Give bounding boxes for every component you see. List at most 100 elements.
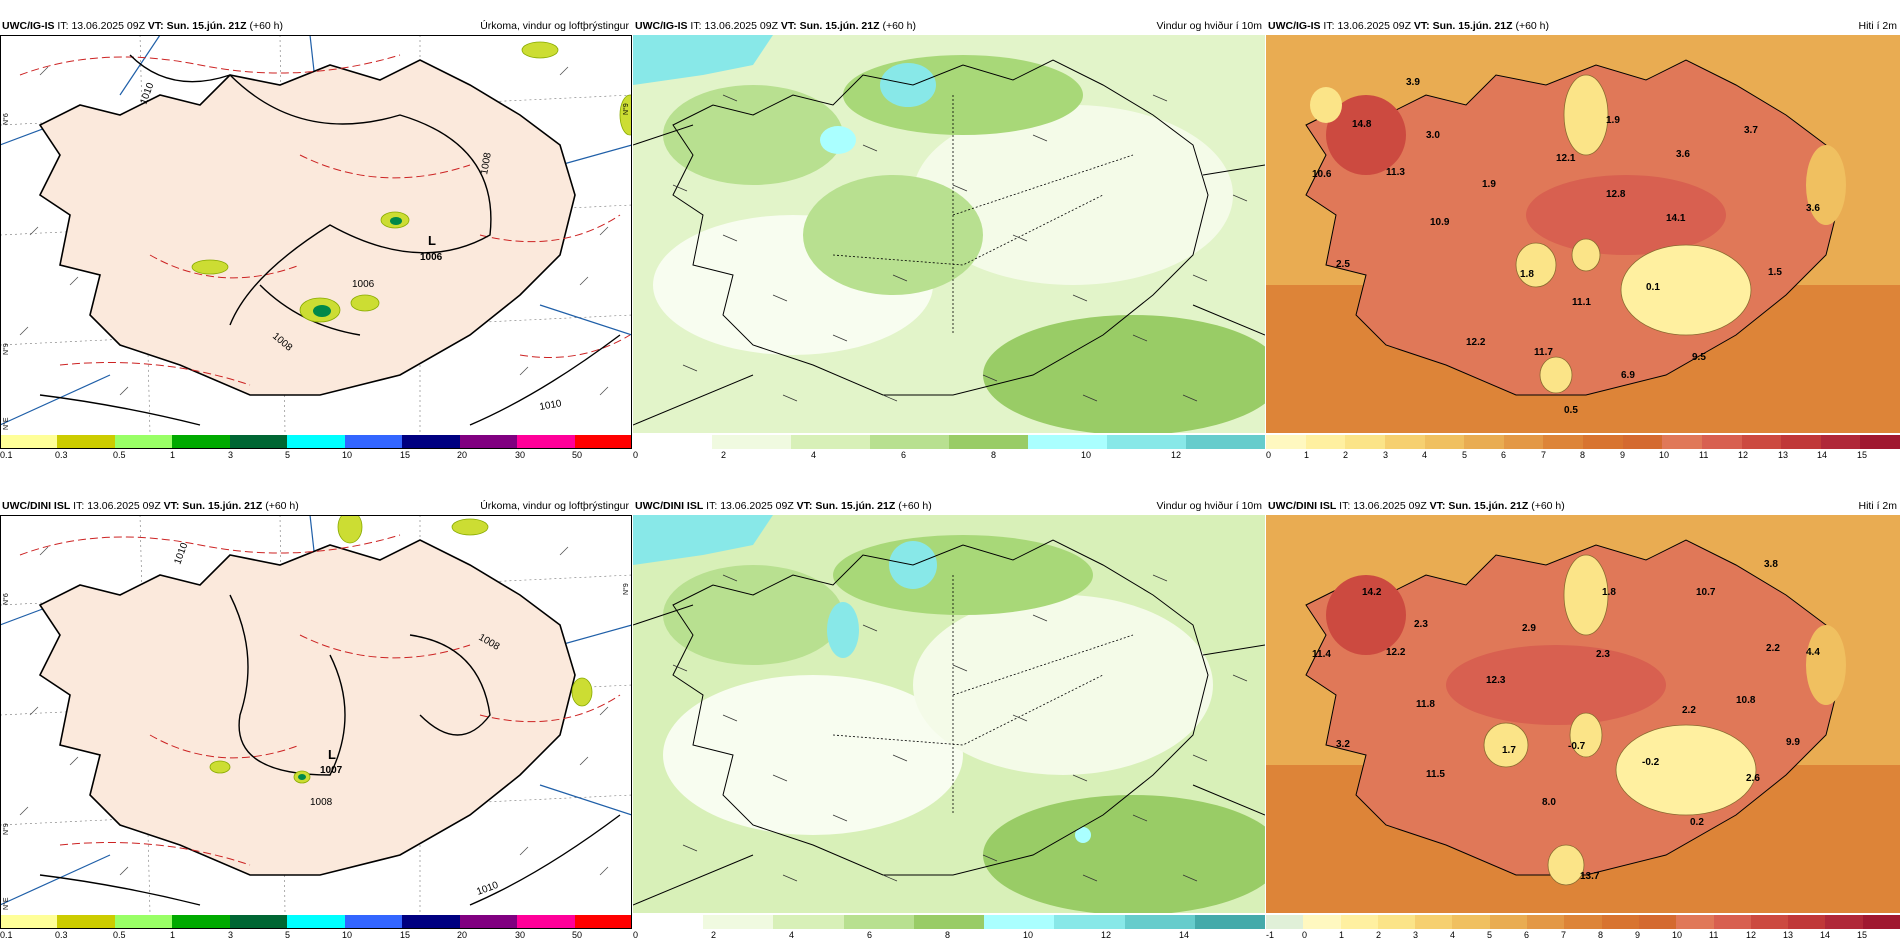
it-label: IT: [706,500,718,512]
colorbar-ticks: 0.1 0.3 0.5 1 3 5 10 15 20 30 50 [0,930,583,940]
svg-text:0.5: 0.5 [1564,405,1578,416]
svg-text:9.9: 9.9 [1786,737,1800,748]
wind-arrows [672,574,1248,882]
svg-text:3.6: 3.6 [1806,203,1820,214]
svg-text:14.8: 14.8 [1352,119,1372,130]
model-name: UWC/IG-IS [635,20,688,32]
svg-text:1.9: 1.9 [1606,115,1620,126]
svg-text:12.1: 12.1 [1556,153,1576,164]
svg-text:11.1: 11.1 [1572,297,1591,308]
svg-text:1.9: 1.9 [1482,179,1496,190]
lat-label: N°6 [2,113,10,125]
it-label: IT: [1323,20,1335,32]
valid-time: Sun. 15.jún. 21Z [799,20,880,32]
model-name: UWC/IG-IS [1268,20,1321,32]
svg-text:12.2: 12.2 [1466,337,1486,348]
vt-label: VT: [780,20,797,32]
svg-text:3.9: 3.9 [1406,77,1420,88]
svg-text:12.3: 12.3 [1486,675,1506,686]
vt-label: VT: [1413,20,1430,32]
svg-text:4.4: 4.4 [1806,647,1820,658]
vt-label: VT: [1429,500,1446,512]
panel-temp-igis: UWC/IG-IS IT: 13.06.2025 09Z VT: Sun. 15… [1266,18,1900,465]
svg-text:-0.7: -0.7 [1568,741,1586,752]
iceland-outline [38,539,576,876]
colorbar-ticks: 0 2 4 6 8 10 12 [633,450,1182,460]
lead-time: (+60 h) [249,20,284,32]
iceland-outline [672,539,1209,876]
svg-text:10.8: 10.8 [1736,695,1756,706]
init-time: 13.06.2025 09Z [1337,20,1411,32]
model-name: UWC/IG-IS [2,20,55,32]
precip-colorbar [0,435,632,449]
panel-header: UWC/IG-IS IT: 13.06.2025 09Z VT: Sun. 15… [0,18,632,35]
precip-map: L 1006 1010 1008 1006 1008 1010 N°6 N°9 … [0,35,632,433]
panel-title: Hiti í 2m [1858,500,1897,512]
colorbar-ticks: 0 1 2 3 4 5 6 7 8 9 10 11 12 13 14 15 [1266,450,1868,460]
temp-map: 3.9 14.8 3.0 10.6 11.3 1.9 12.1 1.9 3.6 … [1266,35,1900,433]
init-time: 13.06.2025 09Z [71,20,145,32]
svg-text:3.2: 3.2 [1336,739,1350,750]
svg-text:14.2: 14.2 [1362,587,1382,598]
precip-map: L 1007 1010 1008 1008 1010 N°6 N°9 N°9 N… [0,515,632,913]
it-label: IT: [690,20,702,32]
svg-text:2.5: 2.5 [1336,259,1350,270]
init-time: 13.06.2025 09Z [1353,500,1427,512]
low-letter: L [328,747,336,762]
valid-time: Sun. 15.jún. 21Z [1448,500,1529,512]
svg-text:1.8: 1.8 [1520,269,1534,280]
low-letter: L [428,233,436,248]
lat-label: N°9 [2,343,10,355]
lat-label: N°E [2,417,10,430]
svg-text:2.2: 2.2 [1766,643,1780,654]
iceland-outline [38,59,576,396]
isobar-label: 1008 [479,151,494,175]
svg-text:11.8: 11.8 [1416,699,1435,710]
temp-labels: 3.8 14.2 1.8 10.7 2.3 2.9 11.4 12.2 2.3 … [1312,559,1820,882]
panel-title: Úrkoma, vindur og loftþrýstingur [480,20,629,32]
svg-text:3.6: 3.6 [1676,149,1690,160]
panel-precip-dini: UWC/DINI ISL IT: 13.06.2025 09Z VT: Sun.… [0,498,632,945]
svg-text:2.3: 2.3 [1414,619,1428,630]
init-time: 13.06.2025 09Z [704,20,778,32]
lat-label: N°9 [622,583,630,595]
svg-text:11.4: 11.4 [1312,649,1331,660]
panel-precip-igis: UWC/IG-IS IT: 13.06.2025 09Z VT: Sun. 15… [0,18,632,465]
svg-text:0.1: 0.1 [1646,282,1660,293]
it-label: IT: [1339,500,1351,512]
wind-colorbar [633,915,1265,929]
lat-label: N°E [2,897,10,910]
svg-text:1.5: 1.5 [1768,267,1782,278]
vt-label: VT: [147,20,164,32]
svg-text:3.7: 3.7 [1744,125,1758,136]
svg-text:13.7: 13.7 [1580,871,1600,882]
panel-wind-igis: UWC/IG-IS IT: 13.06.2025 09Z VT: Sun. 15… [633,18,1265,465]
panel-header: UWC/DINI ISL IT: 13.06.2025 09Z VT: Sun.… [633,498,1265,515]
panel-header: UWC/DINI ISL IT: 13.06.2025 09Z VT: Sun.… [0,498,632,515]
valid-time: Sun. 15.jún. 21Z [815,500,896,512]
valid-time: Sun. 15.jún. 21Z [1432,20,1513,32]
wind-map [633,35,1265,433]
it-label: IT: [73,500,85,512]
panel-title: Vindur og hviður í 10m [1156,500,1262,512]
lead-time: (+60 h) [1531,500,1565,512]
valid-time: Sun. 15.jún. 21Z [182,500,263,512]
temp-map: 3.8 14.2 1.8 10.7 2.3 2.9 11.4 12.2 2.3 … [1266,515,1900,913]
svg-text:3.0: 3.0 [1426,130,1440,141]
panel-wind-dini: UWC/DINI ISL IT: 13.06.2025 09Z VT: Sun.… [633,498,1265,945]
svg-text:10.7: 10.7 [1696,587,1716,598]
isobar-label: 1010 [539,398,563,413]
lat-label: N°9 [622,103,630,115]
temp-colorbar [1266,915,1900,929]
panel-header: UWC/DINI ISL IT: 13.06.2025 09Z VT: Sun.… [1266,498,1900,515]
model-name: UWC/DINI ISL [2,500,71,512]
svg-text:11.7: 11.7 [1534,347,1553,358]
svg-text:12.2: 12.2 [1386,647,1406,658]
svg-text:2.9: 2.9 [1522,623,1536,634]
svg-text:8.0: 8.0 [1542,797,1556,808]
isobar-label: 1006 [352,279,375,290]
svg-text:-0.2: -0.2 [1642,757,1660,768]
colorbar-ticks: -1 0 1 2 3 4 5 6 7 8 9 10 11 12 13 14 15 [1266,930,1868,940]
svg-text:11.3: 11.3 [1386,167,1405,178]
svg-text:1.7: 1.7 [1502,745,1516,756]
